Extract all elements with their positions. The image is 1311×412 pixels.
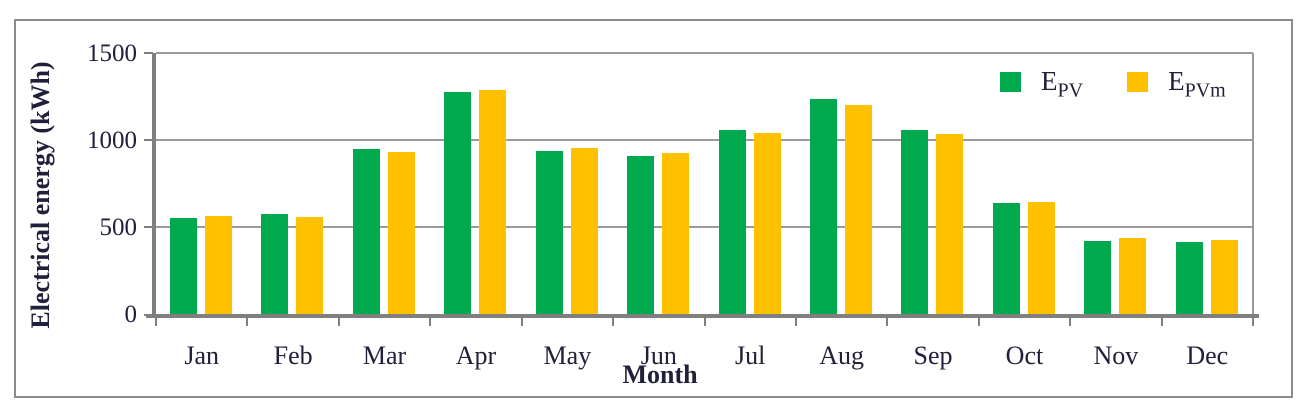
bar-dec-pv (1175, 242, 1203, 314)
y-tick-label-500: 500 (99, 214, 138, 241)
x-tick-label-aug: Aug (819, 341, 865, 370)
bar-may-pv (535, 150, 563, 314)
gridline-500 (156, 226, 1253, 228)
bar-oct-pvm (1027, 201, 1055, 314)
bar-jul-pvm (753, 133, 781, 314)
y-tick-label-1500: 1500 (87, 40, 137, 67)
plot-right-border (1252, 53, 1254, 314)
legend-swatch-pv (1000, 72, 1021, 92)
legend-label-pvm: EPVm (1168, 66, 1226, 102)
x-axis-line (146, 314, 1259, 318)
x-tick-4 (520, 318, 523, 326)
legend: EPV EPVm (1000, 66, 1226, 100)
legend-label-pv: EPV (1041, 66, 1084, 102)
x-tick-label-jul: Jul (735, 341, 766, 370)
y-axis-line (152, 53, 156, 318)
x-tick-8 (886, 318, 889, 326)
gridline-1500 (156, 52, 1253, 54)
x-tick-1 (246, 318, 249, 326)
bar-nov-pv (1084, 240, 1112, 314)
x-tick-label-dec: Dec (1186, 341, 1229, 370)
x-tick-label-may: May (543, 341, 592, 370)
legend-swatch-pvm (1127, 72, 1149, 92)
x-tick-10 (1069, 318, 1072, 326)
x-tick-5 (612, 318, 615, 326)
bar-sep-pv (901, 129, 929, 314)
bar-mar-pvm (387, 152, 415, 314)
bar-apr-pv (444, 92, 472, 314)
bar-aug-pv (809, 99, 837, 314)
x-tick-label-apr: Apr (455, 341, 497, 370)
bar-jun-pvm (662, 153, 690, 314)
x-tick-3 (429, 318, 432, 326)
x-tick-0 (155, 318, 157, 326)
x-tick-label-feb: Feb (273, 341, 313, 370)
bar-jan-pvm (205, 216, 232, 314)
x-tick-label-jun: Jun (640, 341, 677, 370)
y-tick-label-1000: 1000 (87, 127, 137, 154)
y-tick-1500 (144, 52, 153, 54)
x-tick-label-mar: Mar (362, 341, 407, 370)
x-tick-6 (703, 318, 706, 326)
x-tick-9 (977, 318, 980, 326)
x-axis-title: Month (622, 360, 698, 389)
bar-may-pvm (570, 148, 598, 314)
bar-feb-pv (261, 213, 289, 314)
x-tick-11 (1160, 318, 1163, 326)
bar-mar-pv (352, 149, 380, 314)
x-tick-12 (1252, 318, 1254, 326)
bar-jun-pv (627, 155, 655, 314)
y-axis-title: Electrical energy (kWh) (26, 61, 55, 329)
bar-oct-pv (992, 202, 1020, 314)
y-tick-1000 (144, 139, 153, 141)
bar-feb-pvm (296, 217, 324, 314)
x-tick-label-jan: Jan (184, 341, 220, 370)
bar-aug-pvm (844, 105, 872, 314)
x-tick-label-sep: Sep (913, 341, 953, 370)
x-tick-label-oct: Oct (1005, 341, 1044, 370)
legend-item-pvm: EPVm (1127, 66, 1226, 100)
y-tick-500 (144, 226, 153, 228)
bar-sep-pvm (936, 133, 964, 314)
bar-apr-pvm (479, 90, 507, 314)
x-tick-7 (794, 318, 797, 326)
y-tick-label-0: 0 (124, 301, 138, 328)
x-tick-2 (337, 318, 340, 326)
bar-jan-pv (170, 218, 197, 314)
bar-nov-pvm (1119, 238, 1147, 314)
legend-item-pv: EPV (1000, 66, 1083, 100)
bar-dec-pvm (1210, 240, 1238, 314)
bar-jul-pv (718, 130, 746, 314)
gridline-1000 (156, 139, 1253, 141)
x-tick-label-nov: Nov (1093, 341, 1139, 370)
